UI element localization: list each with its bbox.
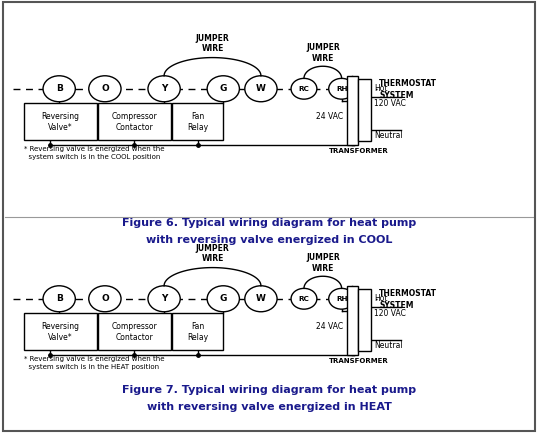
Circle shape [245, 286, 277, 312]
Bar [24, 103, 97, 140]
Text: RC: RC [299, 86, 309, 92]
Text: RC: RC [299, 296, 309, 302]
Text: B: B [56, 84, 62, 93]
Circle shape [43, 76, 75, 102]
Circle shape [148, 286, 180, 312]
Text: SYSTEM: SYSTEM [379, 301, 414, 310]
Text: RH: RH [336, 86, 348, 92]
Text: Neutral: Neutral [374, 341, 402, 350]
Text: THERMOSTAT: THERMOSTAT [379, 289, 437, 297]
Text: THERMOSTAT: THERMOSTAT [379, 79, 437, 87]
Text: 24 VAC: 24 VAC [316, 322, 343, 331]
Text: W: W [256, 84, 266, 93]
Circle shape [89, 286, 121, 312]
Bar [172, 103, 223, 140]
Bar [98, 313, 171, 350]
Bar [24, 313, 97, 350]
Text: with reversing valve energized in COOL: with reversing valve energized in COOL [146, 235, 392, 246]
Bar [98, 103, 171, 140]
Bar [347, 76, 358, 145]
Text: O: O [101, 294, 109, 303]
Text: JUMPER
WIRE: JUMPER WIRE [306, 43, 339, 63]
Circle shape [291, 78, 317, 99]
Text: Y: Y [161, 294, 167, 303]
Text: Compressor
Contactor: Compressor Contactor [111, 322, 157, 342]
Bar [358, 289, 371, 351]
Text: Figure 6. Typical wiring diagram for heat pump: Figure 6. Typical wiring diagram for hea… [122, 218, 416, 228]
Text: JUMPER
WIRE: JUMPER WIRE [306, 253, 339, 273]
Text: Fan
Relay: Fan Relay [187, 112, 208, 132]
Text: Neutral: Neutral [374, 131, 402, 140]
Text: W: W [256, 294, 266, 303]
Text: Y: Y [161, 84, 167, 93]
Circle shape [43, 286, 75, 312]
Text: Figure 7. Typical wiring diagram for heat pump: Figure 7. Typical wiring diagram for hea… [122, 385, 416, 395]
Circle shape [291, 288, 317, 309]
Circle shape [329, 288, 355, 309]
Text: 120 VAC: 120 VAC [374, 99, 406, 108]
Text: 24 VAC: 24 VAC [316, 112, 343, 121]
Text: G: G [220, 84, 227, 93]
Text: * Reversing valve is energized when the: * Reversing valve is energized when the [24, 356, 165, 362]
Text: SYSTEM: SYSTEM [379, 91, 414, 100]
Text: system switch is in the COOL position: system switch is in the COOL position [24, 154, 160, 160]
Text: JUMPER
WIRE: JUMPER WIRE [196, 34, 229, 53]
Text: 120 VAC: 120 VAC [374, 309, 406, 318]
Circle shape [89, 76, 121, 102]
Text: RH: RH [336, 296, 348, 302]
Text: system switch is in the HEAT position: system switch is in the HEAT position [24, 364, 159, 370]
Text: Fan
Relay: Fan Relay [187, 322, 208, 342]
Text: Hot: Hot [374, 84, 387, 93]
Text: B: B [56, 294, 62, 303]
Text: Reversing
Valve*: Reversing Valve* [41, 112, 80, 132]
Text: with reversing valve energized in HEAT: with reversing valve energized in HEAT [146, 402, 392, 412]
Text: TRANSFORMER: TRANSFORMER [329, 148, 389, 154]
Circle shape [245, 76, 277, 102]
Circle shape [207, 76, 239, 102]
Text: Reversing
Valve*: Reversing Valve* [41, 322, 80, 342]
Bar [358, 79, 371, 141]
Text: O: O [101, 84, 109, 93]
Bar [347, 286, 358, 355]
Text: JUMPER
WIRE: JUMPER WIRE [196, 244, 229, 263]
Text: * Reversing valve is energized when the: * Reversing valve is energized when the [24, 146, 165, 152]
Circle shape [148, 76, 180, 102]
Text: Compressor
Contactor: Compressor Contactor [111, 112, 157, 132]
Text: TRANSFORMER: TRANSFORMER [329, 358, 389, 364]
Circle shape [207, 286, 239, 312]
Circle shape [329, 78, 355, 99]
Bar [172, 313, 223, 350]
Text: Hot: Hot [374, 294, 387, 303]
Text: G: G [220, 294, 227, 303]
